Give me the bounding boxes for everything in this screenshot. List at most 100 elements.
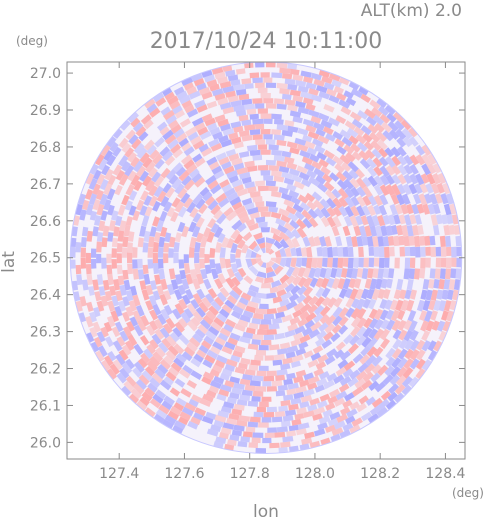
radar-cell [213, 209, 224, 220]
radar-cell [356, 268, 364, 278]
radar-cell [165, 335, 177, 347]
radar-cell [426, 173, 436, 185]
radar-cell [307, 382, 318, 391]
radar-cell [348, 278, 357, 289]
radar-cell [373, 166, 383, 177]
radar-cell [257, 165, 269, 171]
radar-cell [419, 268, 426, 279]
radar-cell [252, 134, 263, 140]
radar-cell [445, 193, 454, 205]
radar-cell [375, 278, 383, 290]
radar-cell [225, 90, 236, 98]
radar-cell [219, 432, 229, 440]
radar-cell [338, 324, 349, 335]
radar-cell [321, 75, 333, 84]
radar-cell [215, 152, 227, 161]
radar-cell [233, 104, 245, 112]
radar-cell [181, 406, 194, 417]
radar-cell [246, 144, 258, 152]
radar-cell [395, 299, 404, 312]
radar-cell [249, 191, 261, 198]
radar-cell [252, 391, 264, 397]
radar-cell [195, 232, 204, 243]
radar-cell [289, 219, 300, 230]
radar-cell [380, 319, 390, 330]
radar-cell [187, 131, 199, 141]
radar-cell [238, 130, 250, 137]
radar-cell [260, 283, 272, 289]
radar-cell [153, 175, 165, 188]
radar-cell [231, 179, 243, 188]
radar-cell [379, 194, 389, 206]
radar-cell [446, 257, 452, 269]
radar-cell [338, 76, 350, 86]
radar-cell [284, 329, 296, 338]
radar-cell [85, 316, 94, 328]
radar-cell [307, 208, 319, 219]
radar-cell [408, 320, 418, 332]
radar-cell [272, 317, 283, 325]
radar-cell [302, 236, 311, 247]
radar-cell [205, 310, 217, 321]
radar-cell [199, 398, 212, 407]
radar-cell [362, 132, 373, 143]
radar-cell [154, 368, 166, 380]
radar-cell [139, 335, 150, 346]
radar-cell [199, 186, 210, 197]
radar-cell [344, 288, 353, 299]
radar-cell [371, 107, 383, 118]
radar-cell [290, 247, 297, 257]
radar-cell [403, 319, 413, 331]
radar-cell [121, 161, 131, 172]
radar-cell [227, 396, 237, 404]
radar-cell [247, 421, 258, 428]
radar-cell [420, 257, 426, 269]
radar-cell [361, 205, 371, 216]
radar-cell [339, 154, 351, 165]
radar-cell [430, 310, 438, 321]
radar-cell [391, 357, 402, 369]
radar-cell [228, 153, 240, 162]
radar-cell [330, 433, 341, 442]
radar-cell [268, 144, 279, 151]
radar-cell [221, 161, 232, 170]
radar-cell [358, 246, 364, 257]
radar-cell [254, 276, 264, 284]
radar-cell [158, 404, 170, 415]
radar-cell [223, 165, 235, 175]
radar-cell [391, 174, 401, 185]
radar-cell [285, 205, 297, 215]
radar-cell [217, 332, 229, 342]
radar-cell [335, 341, 346, 352]
radar-cell [233, 141, 244, 149]
radar-cell [299, 201, 311, 212]
radar-cell [360, 125, 372, 136]
radar-cell [203, 278, 212, 290]
radar-cell [226, 169, 238, 179]
radar-cell [185, 289, 194, 300]
radar-cell [415, 144, 426, 156]
radar-cell [350, 88, 363, 98]
radar-cell [128, 205, 137, 216]
radar-cell [292, 74, 304, 82]
radar-cell [403, 329, 414, 342]
radar-cell [244, 369, 256, 376]
radar-cell [400, 203, 409, 215]
radar-cell [382, 268, 390, 279]
radar-cell [350, 326, 361, 338]
radar-cell [372, 236, 379, 247]
radar-cell [224, 363, 235, 372]
radar-cell [396, 193, 406, 206]
radar-cell [456, 246, 462, 257]
radar-cell [285, 237, 295, 249]
radar-cell [362, 371, 374, 383]
radar-cell [293, 302, 305, 312]
radar-cell [373, 204, 382, 215]
radar-cell [223, 401, 235, 409]
radar-cell [378, 204, 388, 216]
radar-cell [258, 242, 266, 249]
radar-cell [144, 98, 156, 109]
radar-cell [397, 183, 406, 195]
radar-cell [228, 413, 240, 421]
radar-cell [174, 183, 185, 195]
